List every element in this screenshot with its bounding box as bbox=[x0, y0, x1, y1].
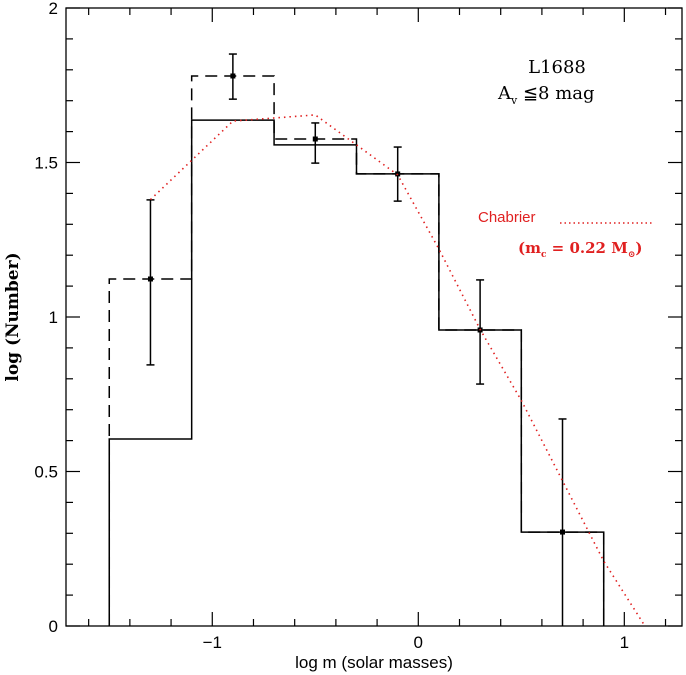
y-tick-label: 1 bbox=[49, 308, 58, 327]
legend-chabrier-label: Chabrier bbox=[478, 209, 536, 226]
x-tick-label: 1 bbox=[620, 633, 629, 652]
solid-histogram bbox=[108, 119, 605, 626]
data-point bbox=[560, 529, 566, 535]
legend-chabrier-note: (mc = 0.22 M⊙) bbox=[518, 239, 642, 260]
data-point bbox=[147, 276, 153, 282]
y-axis-label: log (Number) bbox=[3, 252, 23, 381]
y-tick-label: 1.5 bbox=[34, 154, 58, 173]
x-axis-label: log m (solar masses) bbox=[295, 653, 453, 672]
data-point bbox=[230, 73, 236, 79]
data-point bbox=[312, 136, 318, 142]
annotation-extinction: Av ≦8 mag bbox=[497, 83, 595, 107]
x-tick-label: −1 bbox=[203, 633, 222, 652]
x-tick-label: 0 bbox=[414, 633, 423, 652]
annotation-region: L1688 bbox=[528, 57, 586, 78]
y-tick-label: 0.5 bbox=[34, 463, 58, 482]
y-tick-label: 0 bbox=[49, 617, 58, 636]
y-tick-label: 2 bbox=[49, 0, 58, 18]
